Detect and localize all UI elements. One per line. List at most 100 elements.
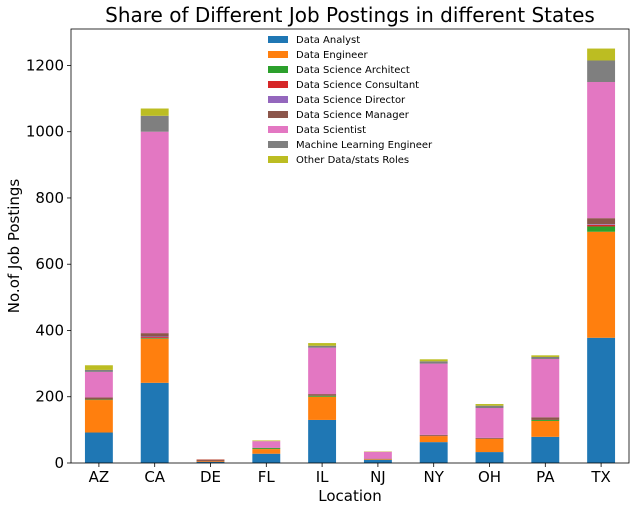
- x-tick-label: FL: [258, 468, 276, 486]
- bar-segment-il-7: [308, 345, 337, 348]
- legend-swatch: [268, 81, 288, 88]
- axes-layer: 0 200 400 600 800 1000 1200 AZ CA DE FL IL NJ NY OH PA T…: [26, 28, 630, 486]
- bar-segment-oh-7: [475, 405, 504, 409]
- bar-segment-tx-1: [587, 231, 616, 338]
- bar-segment-nj-6: [363, 451, 392, 459]
- bar-segment-tx-4: [587, 224, 616, 225]
- bar-segment-nj-1: [363, 459, 392, 460]
- bar-segment-pa-2: [531, 419, 560, 421]
- bar-segment-il-6: [308, 347, 337, 395]
- bar-segment-az-7: [84, 369, 113, 372]
- bar-segment-fl-1: [252, 449, 281, 454]
- bar-segment-ca-2: [140, 338, 169, 339]
- bar-segment-fl-8: [252, 440, 281, 442]
- bar-segment-de-6: [196, 459, 225, 461]
- bar-segment-az-0: [84, 432, 113, 463]
- legend-swatch: [268, 36, 288, 43]
- bar-segment-de-5: [196, 460, 225, 462]
- bar-segment-az-6: [84, 371, 113, 398]
- bar-segment-tx-3: [587, 224, 616, 227]
- legend-label: Machine Learning Engineer: [296, 140, 433, 151]
- bar-segment-tx-5: [587, 218, 616, 225]
- bar-segment-pa-1: [531, 420, 560, 437]
- bar-segment-il-2: [308, 395, 337, 397]
- bar-segment-de-1: [196, 461, 225, 462]
- y-tick-label: 1000: [26, 123, 64, 141]
- legend-swatch: [268, 96, 288, 103]
- legend: Data Analyst Data Engineer Data Science Ar…: [268, 35, 433, 166]
- y-axis-title: No.of Job Postings: [5, 179, 23, 314]
- chart-title: Share of Different Job Postings in diffe…: [105, 3, 595, 27]
- bar-segment-fl-6: [252, 441, 281, 448]
- x-tick-label: CA: [144, 468, 165, 486]
- y-tick-label: 600: [35, 255, 64, 273]
- bar-segment-pa-8: [531, 355, 560, 357]
- bar-segment-tx-2: [587, 226, 616, 232]
- bar-segment-az-8: [84, 365, 113, 370]
- x-tick-label: PA: [536, 468, 555, 486]
- x-tick-label: NY: [424, 468, 445, 486]
- bar-segment-pa-6: [531, 358, 560, 418]
- bar-segment-pa-5: [531, 417, 560, 420]
- bar-segment-pa-7: [531, 356, 560, 359]
- legend-swatch: [268, 126, 288, 133]
- bar-segment-ca-3: [140, 337, 169, 339]
- bar-segment-ny-1: [419, 436, 448, 443]
- bar-segment-ny-5: [419, 434, 448, 436]
- bar-segment-il-0: [308, 419, 337, 463]
- bar-segment-ca-8: [140, 108, 169, 116]
- bar-segment-tx-7: [587, 60, 616, 82]
- bar-segment-ca-1: [140, 338, 169, 383]
- bar-segment-tx-8: [587, 48, 616, 61]
- y-tick-label: 800: [35, 189, 64, 207]
- bar-segment-il-5: [308, 394, 337, 396]
- bar-segment-ny-8: [419, 359, 448, 362]
- bar-segment-ca-6: [140, 131, 169, 334]
- bar-segment-pa-0: [531, 436, 560, 463]
- bar-segment-az-5: [84, 397, 113, 400]
- x-tick-label: OH: [478, 468, 501, 486]
- bar-segment-fl-2: [252, 448, 281, 450]
- x-tick-label: DE: [200, 468, 221, 486]
- bar-segment-ca-5: [140, 333, 169, 337]
- legend-label: Data Analyst: [296, 35, 360, 46]
- legend-swatch: [268, 156, 288, 163]
- bar-segment-oh-6: [475, 408, 504, 438]
- bar-segment-ny-6: [419, 363, 448, 435]
- legend-label: Data Engineer: [296, 50, 368, 61]
- legend-label: Data Science Manager: [296, 110, 410, 121]
- x-tick-label: TX: [590, 468, 610, 486]
- x-tick-label: AZ: [89, 468, 110, 486]
- legend-swatch: [268, 66, 288, 73]
- y-tick-label: 0: [54, 454, 64, 472]
- bar-segment-nj-0: [363, 459, 392, 463]
- bar-segment-oh-5: [475, 437, 504, 439]
- bar-segment-il-1: [308, 396, 337, 420]
- legend-label: Data Science Consultant: [296, 80, 419, 91]
- bar-segment-tx-6: [587, 82, 616, 219]
- legend-label: Other Data/stats Roles: [296, 155, 409, 166]
- bar-segment-az-1: [84, 400, 113, 433]
- bar-segment-oh-0: [475, 452, 504, 463]
- x-tick-label: NJ: [370, 468, 386, 486]
- bar-segment-ca-4: [140, 336, 169, 338]
- legend-swatch: [268, 111, 288, 118]
- bar-segment-ny-0: [419, 442, 448, 463]
- bar-segment-ca-7: [140, 115, 169, 132]
- bar-segment-fl-0: [252, 453, 281, 463]
- legend-swatch: [268, 141, 288, 148]
- y-tick-label: 400: [35, 321, 64, 339]
- legend-label: Data Science Architect: [296, 65, 410, 76]
- y-tick-label: 200: [35, 388, 64, 406]
- bar-segment-ca-0: [140, 382, 169, 463]
- bar-segment-il-8: [308, 343, 337, 346]
- bar-segment-oh-1: [475, 438, 504, 453]
- x-tick-label: IL: [316, 468, 329, 486]
- bar-segment-az-2: [84, 399, 113, 401]
- y-tick-label: 1200: [26, 56, 64, 74]
- legend-label: Data Scientist: [296, 125, 366, 136]
- bar-segment-de-0: [196, 462, 225, 463]
- bar-segment-oh-8: [475, 404, 504, 406]
- legend-swatch: [268, 51, 288, 58]
